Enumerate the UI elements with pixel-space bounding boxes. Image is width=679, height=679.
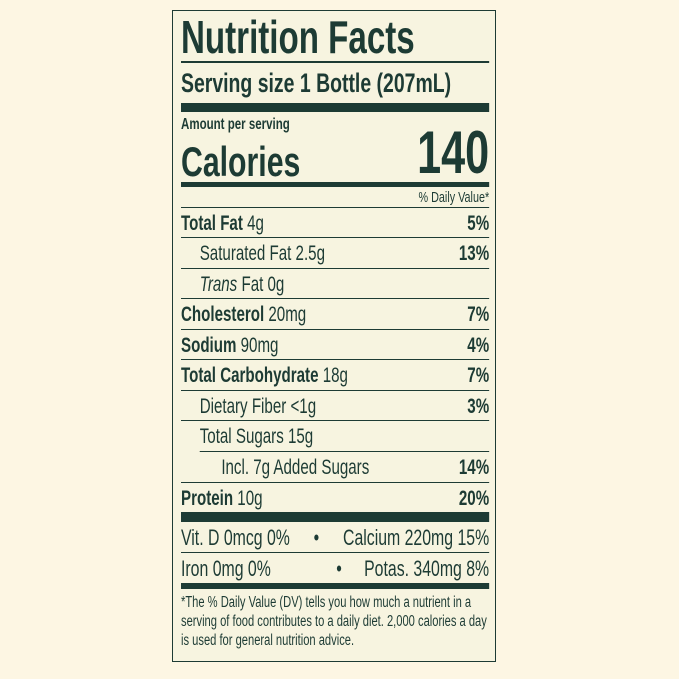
nutrient-name: Total Fat [181, 211, 243, 235]
vitamin-row: Iron 0mg 0% • Potas. 340mg 8% [181, 553, 489, 583]
divider-thick [181, 512, 490, 522]
nutrient-dv: 7% [467, 303, 490, 326]
divider-thick [181, 102, 490, 112]
nutrient-row-dietary-fiber: Dietary Fiber <1g 3% [181, 391, 490, 421]
nutrient-row-protein: Protein 10g 20% [181, 483, 489, 513]
nutrient-row-sodium: Sodium 90mg 4% [181, 330, 490, 360]
divider-thick [181, 583, 490, 589]
nutrient-amount: 10g [237, 486, 263, 510]
nutrient-dv: 5% [467, 211, 490, 235]
nutrient-dv: 4% [467, 333, 490, 357]
nutrient-dv: 14% [458, 456, 490, 479]
nutrient-dv: 13% [458, 242, 490, 265]
daily-value-header: % Daily Value* [181, 187, 490, 208]
nutrient-row-total-carbohydrate: Total Carbohydrate 18g 7% [181, 360, 490, 391]
serving-size: Serving size 1 Bottle (207mL) [181, 67, 452, 98]
nutrient-name: Sodium [181, 333, 237, 357]
nutrient-name: Total Carbohydrate [181, 364, 319, 387]
vitamin-right: Calcium 220mg 15% [343, 525, 490, 550]
nutrient-row-total-fat: Total Fat 4g 5% [181, 208, 490, 238]
nutrient-amount: <1g [290, 394, 317, 418]
nutrient-amount: 15g [287, 425, 314, 448]
divider [199, 450, 490, 452]
footnote: *The % Daily Value (DV) tells you how mu… [181, 594, 487, 649]
nutrient-dv: 7% [467, 364, 490, 387]
nutrient-amount: 20mg [268, 303, 307, 326]
nutrient-name: Cholesterol [181, 303, 265, 326]
bullet-separator: • [336, 556, 342, 581]
nutrient-amount: 2.5g [295, 242, 325, 265]
divider [181, 61, 490, 63]
nutrient-amount: Fat 0g [241, 272, 285, 296]
nutrient-amount: 90mg [240, 333, 279, 357]
nutrition-facts-label: Nutrition Facts Serving size 1 Bottle (2… [172, 10, 496, 662]
nutrient-name: Dietary Fiber [199, 394, 287, 418]
nutrient-name: Protein [181, 486, 234, 510]
vitamin-left: Iron 0mg 0% [181, 556, 271, 581]
nutrient-dv: 3% [467, 394, 490, 418]
vitamin-left: Vit. D 0mcg 0% [181, 525, 290, 550]
nutrient-amount: 4g [247, 211, 264, 235]
nutrient-row-added-sugars: Incl. 7g Added Sugars 14% [181, 452, 490, 483]
calories-label: Calories [181, 137, 301, 185]
nutrient-dv: 20% [458, 486, 490, 510]
nutrient-row-cholesterol: Cholesterol 20mg 7% [181, 299, 490, 330]
calories-value: 140 [417, 118, 490, 186]
nutrient-row-total-sugars: Total Sugars 15g [181, 421, 489, 451]
bullet-separator: • [313, 525, 320, 550]
nutrient-name: Incl. 7g Added Sugars [221, 456, 370, 479]
calories-section: Amount per serving Calories 140 [181, 112, 489, 186]
nutrient-name: Saturated Fat [199, 242, 292, 265]
nutrient-name: Total Sugars [199, 425, 284, 448]
nutrient-row-trans-fat: Trans Fat 0g [181, 269, 490, 299]
vitamin-row: Vit. D 0mcg 0% • Calcium 220mg 15% [181, 522, 490, 553]
amount-per-serving: Amount per serving [181, 115, 290, 133]
label-title: Nutrition Facts [181, 11, 415, 63]
nutrient-amount: 18g [322, 364, 348, 387]
divider-medium [181, 181, 490, 187]
nutrient-name: Trans [199, 272, 238, 296]
nutrient-row-saturated-fat: Saturated Fat 2.5g 13% [181, 238, 490, 269]
vitamin-right: Potas. 340mg 8% [364, 556, 490, 581]
